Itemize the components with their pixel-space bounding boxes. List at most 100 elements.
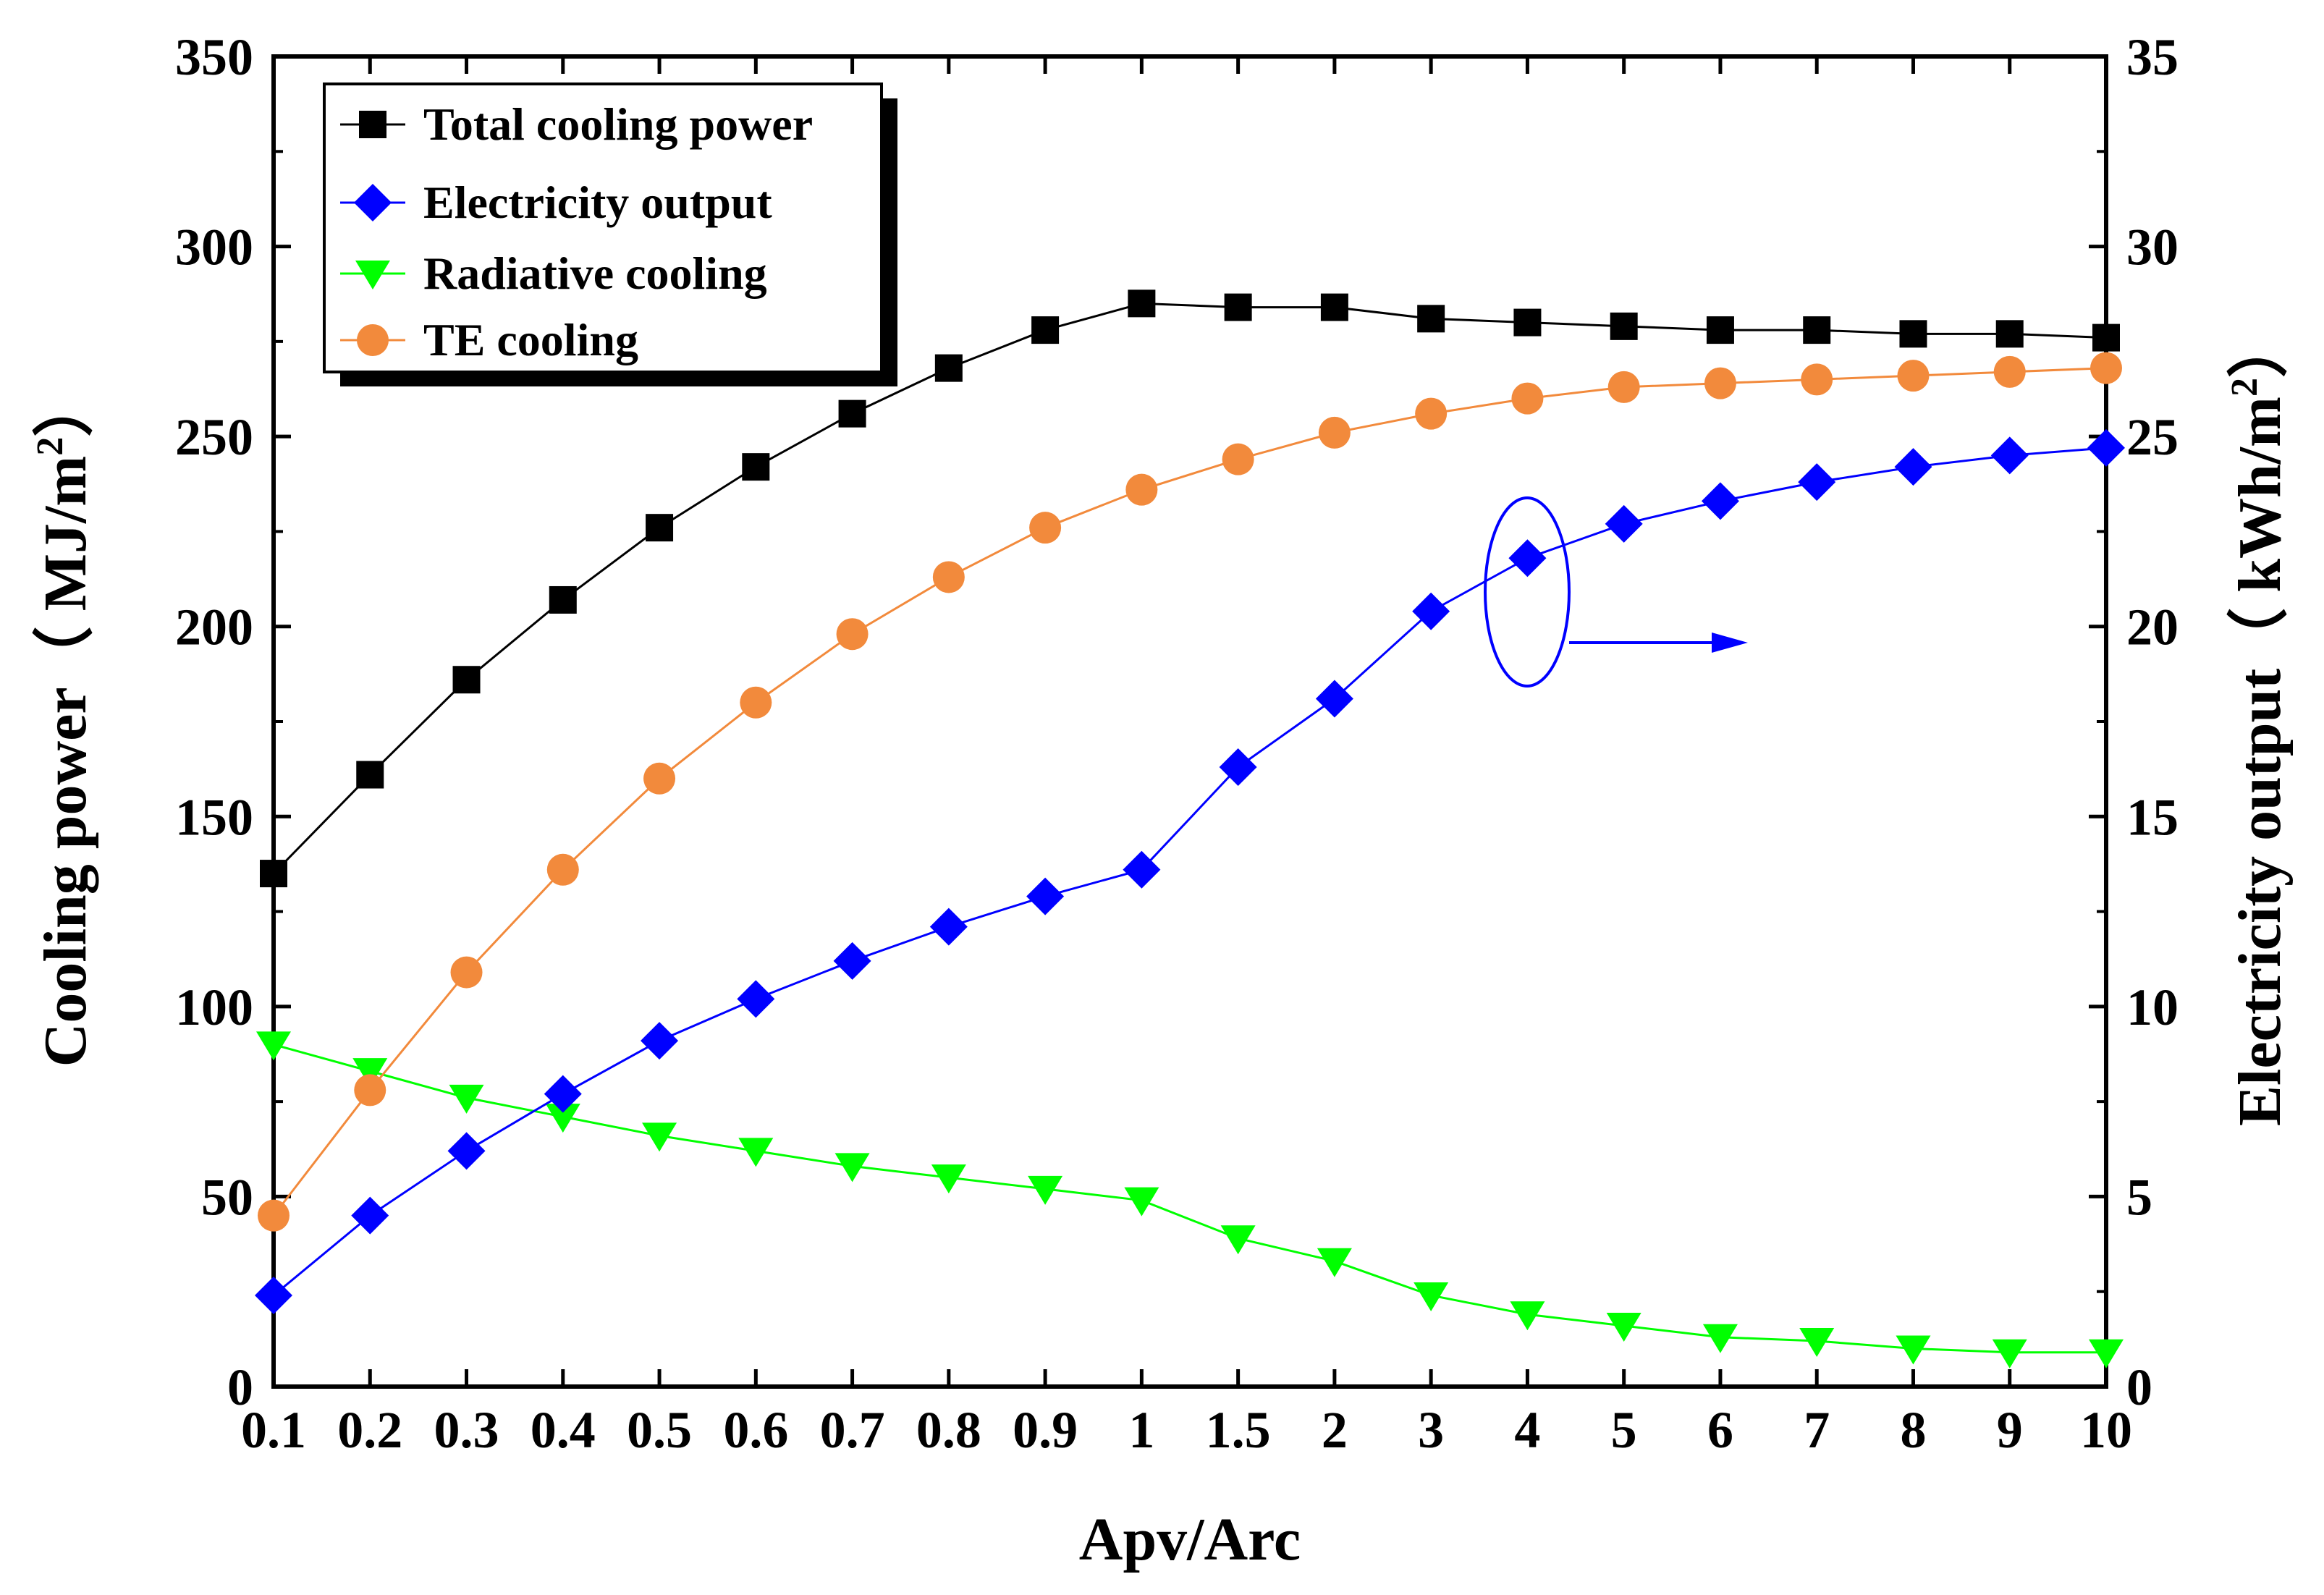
data-point [641, 1022, 679, 1060]
x-tick-label: 0.6 [723, 1401, 788, 1459]
x-tick-label: 0.7 [820, 1401, 885, 1459]
y-axis-title-close: ） [32, 376, 99, 437]
data-point [449, 1084, 484, 1114]
data-point [1702, 1324, 1738, 1353]
data-point [1318, 416, 1351, 449]
data-point [1320, 293, 1348, 321]
legend-label-electricity: Electricity output [423, 177, 772, 228]
series-line [272, 367, 2107, 1217]
data-point [1803, 316, 1831, 344]
data-point [450, 956, 483, 989]
y2-tick-label: 15 [2126, 788, 2179, 846]
x-tick-label: 1 [1128, 1401, 1154, 1459]
data-point [931, 1164, 966, 1194]
data-point [834, 1153, 870, 1182]
y2-tick-label: 0 [2126, 1358, 2152, 1416]
legend-marker-radiative [355, 261, 390, 289]
data-point [545, 1104, 580, 1133]
legend-label-radiative: Radiative cooling [423, 248, 767, 299]
annotation [1484, 496, 1748, 688]
y-tick-label: 200 [175, 598, 253, 656]
y2-tick-label: 30 [2126, 219, 2179, 276]
data-point [1128, 289, 1156, 318]
data-point [738, 1138, 774, 1167]
y-tick-label: 100 [175, 978, 253, 1036]
data-point [1123, 850, 1161, 889]
data-point [1317, 1248, 1352, 1277]
y-tick-label: 250 [175, 408, 253, 466]
data-point [1124, 1187, 1159, 1217]
data-point [1896, 1335, 1931, 1365]
y-axis-title-main: Cooling power（ MJ/m [32, 456, 99, 1067]
x-tick-label: 2 [1322, 1401, 1348, 1459]
legend-label-total: Total cooling power [423, 98, 813, 150]
y-tick-label: 50 [201, 1168, 253, 1226]
y-tick-label: 300 [175, 219, 253, 276]
x-tick-label: 0.5 [627, 1401, 692, 1459]
data-point [452, 666, 481, 694]
legend-marker-te [357, 324, 389, 356]
data-point [2089, 1339, 2124, 1368]
data-point [256, 1031, 291, 1061]
data-point [1029, 512, 1062, 544]
data-point [1607, 371, 1640, 403]
y-axis-title: Cooling power（ MJ/m2） [30, 376, 99, 1067]
data-point [356, 761, 384, 789]
data-point [1026, 877, 1065, 915]
x-tick-label: 1.5 [1206, 1401, 1271, 1459]
data-point [351, 1196, 389, 1235]
data-point [1706, 316, 1734, 344]
data-point [1224, 293, 1252, 321]
data-point [1995, 320, 2024, 348]
y2-tick-label: 20 [2126, 598, 2179, 656]
data-point [352, 1058, 388, 1088]
y-axis-title-sup: 2 [30, 437, 71, 456]
data-point [1412, 592, 1450, 630]
data-point [929, 908, 968, 946]
data-point [1510, 1301, 1545, 1331]
annotation-arrow-head [1712, 632, 1748, 653]
data-point [836, 618, 869, 651]
x-tick-label: 9 [1997, 1401, 2023, 1459]
x-tick-label: 0.3 [434, 1401, 499, 1459]
x-tick-label: 0.9 [1013, 1401, 1078, 1459]
y-tick-label: 150 [175, 788, 253, 846]
data-point [932, 561, 965, 593]
data-point [260, 860, 287, 888]
x-tick-label: 6 [1707, 1401, 1733, 1459]
data-point [934, 354, 963, 382]
annotation-ellipse [1484, 496, 1571, 688]
data-point [1993, 355, 2026, 388]
data-point [1701, 482, 1739, 520]
data-point [2087, 428, 2125, 467]
y-tick-label: 350 [175, 28, 253, 86]
data-point [1799, 1327, 1835, 1357]
data-point [447, 1132, 486, 1170]
data-point [1219, 748, 1257, 787]
data-point [2092, 323, 2120, 352]
data-point [1315, 680, 1353, 718]
data-point [549, 585, 577, 614]
data-point [1798, 463, 1836, 502]
data-point [1414, 1282, 1449, 1311]
series-radiative-cooling [256, 1031, 2124, 1368]
y2-tick-label: 10 [2126, 978, 2179, 1036]
x-tick-label: 8 [1900, 1401, 1926, 1459]
x-tick-label: 0.8 [916, 1401, 981, 1459]
series-layer [255, 289, 2125, 1368]
data-point [1992, 1339, 2027, 1368]
data-point [1899, 320, 1927, 348]
data-point [1894, 448, 1932, 486]
data-point [1606, 1312, 1641, 1342]
data-point [646, 514, 674, 542]
data-point [1031, 316, 1060, 344]
y2-axis-title: Electricity output（ kWh/m2） [2224, 317, 2294, 1126]
x-tick-label: 3 [1418, 1401, 1444, 1459]
y-tick-label: 0 [227, 1358, 253, 1416]
data-point [258, 1199, 290, 1232]
legend-label-te: TE cooling [423, 314, 638, 365]
x-tick-label: 0.1 [241, 1401, 306, 1459]
series-te-cooling [258, 352, 2122, 1232]
data-point [1125, 473, 1158, 506]
